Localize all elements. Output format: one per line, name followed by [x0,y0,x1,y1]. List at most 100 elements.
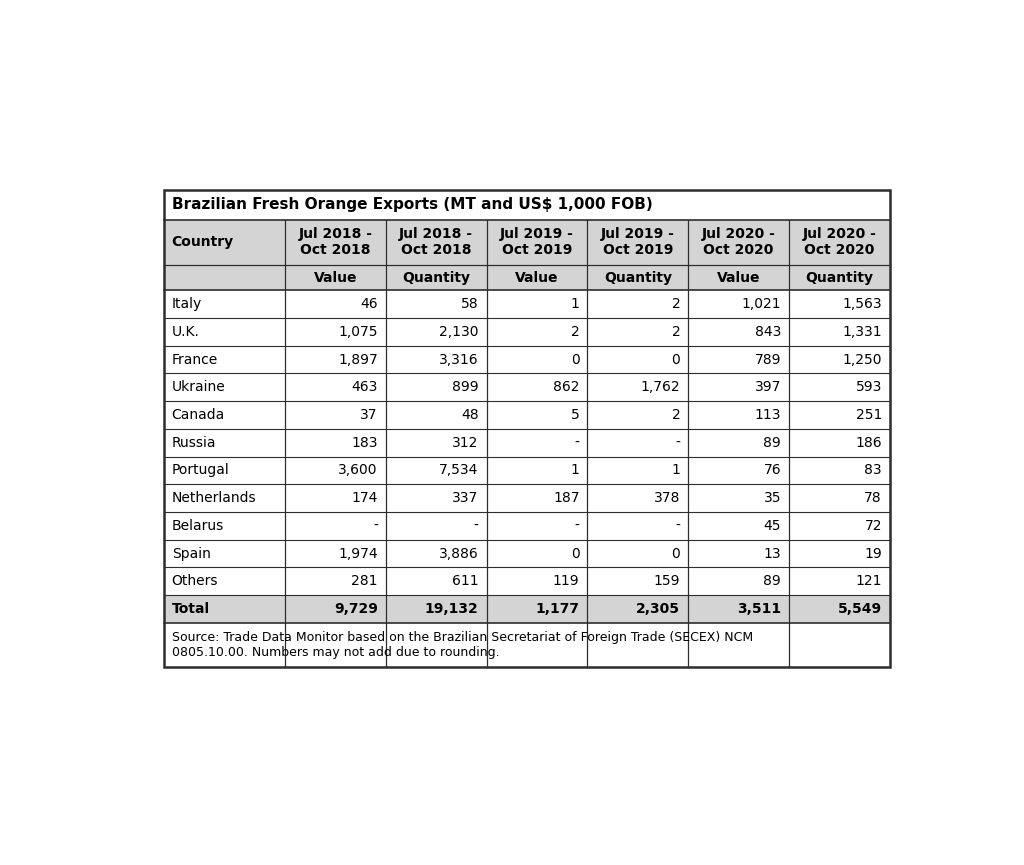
Text: 83: 83 [864,464,882,477]
Text: Jul 2018 -
Oct 2018: Jul 2018 - Oct 2018 [399,227,473,257]
Bar [164,623,890,667]
Text: Quantity: Quantity [402,271,470,285]
Text: 1,331: 1,331 [843,325,882,339]
Text: Source: Trade Data Monitor based on the Brazilian Secretariat of Foreign Trade (: Source: Trade Data Monitor based on the … [172,631,753,659]
Text: 2,130: 2,130 [439,325,478,339]
Text: 0: 0 [672,353,680,367]
Text: Value: Value [515,271,559,285]
Text: 789: 789 [755,353,781,367]
Text: -: - [676,519,680,533]
Text: Portugal: Portugal [172,464,229,477]
Text: -: - [574,519,580,533]
Text: Canada: Canada [172,408,225,422]
Text: 899: 899 [452,381,478,394]
Text: 5,549: 5,549 [838,602,882,616]
Text: U.K.: U.K. [172,325,200,339]
Text: 89: 89 [763,436,781,450]
Bar [164,346,890,374]
Text: 2: 2 [672,298,680,311]
Bar [164,374,890,401]
Text: Brazilian Fresh Orange Exports (MT and US$ 1,000 FOB): Brazilian Fresh Orange Exports (MT and U… [172,197,652,213]
Text: Value: Value [313,271,357,285]
Text: 89: 89 [763,574,781,588]
Text: Italy: Italy [172,298,202,311]
Text: -: - [574,436,580,450]
Text: 159: 159 [653,574,680,588]
Text: 58: 58 [461,298,478,311]
Text: France: France [172,353,218,367]
Text: 1,897: 1,897 [338,353,378,367]
Text: 1: 1 [672,464,680,477]
Text: 186: 186 [855,436,882,450]
Text: Ukraine: Ukraine [172,381,225,394]
Text: Jul 2019 -
Oct 2019: Jul 2019 - Oct 2019 [500,227,574,257]
Text: 174: 174 [351,491,378,505]
Text: Belarus: Belarus [172,519,224,533]
Text: Quantity: Quantity [604,271,672,285]
Text: Country: Country [172,235,233,249]
Text: 463: 463 [351,381,378,394]
Text: Quantity: Quantity [806,271,873,285]
Text: 2,305: 2,305 [636,602,680,616]
Bar [164,512,890,540]
Text: Russia: Russia [172,436,216,450]
Bar [164,429,890,457]
Text: 1,974: 1,974 [338,547,378,561]
Text: 1: 1 [570,298,580,311]
Text: 1,177: 1,177 [536,602,580,616]
Text: 183: 183 [351,436,378,450]
Bar [164,190,890,667]
Text: 2: 2 [570,325,580,339]
Text: 312: 312 [453,436,478,450]
Bar [164,457,890,484]
Text: Jul 2019 -
Oct 2019: Jul 2019 - Oct 2019 [601,227,675,257]
Text: Others: Others [172,574,218,588]
Bar [164,291,890,318]
Text: 3,600: 3,600 [338,464,378,477]
Text: 37: 37 [360,408,378,422]
Text: 0: 0 [672,547,680,561]
Bar [164,567,890,595]
Text: 5: 5 [570,408,580,422]
Text: 119: 119 [553,574,580,588]
Text: -: - [474,519,478,533]
Text: 1: 1 [570,464,580,477]
Text: 862: 862 [553,381,580,394]
Bar [164,540,890,567]
Bar [164,484,890,512]
Text: 19,132: 19,132 [425,602,478,616]
Text: 45: 45 [764,519,781,533]
Text: 3,511: 3,511 [737,602,781,616]
Text: 1,021: 1,021 [741,298,781,311]
Text: 121: 121 [855,574,882,588]
Bar [164,220,890,265]
Text: 113: 113 [755,408,781,422]
Text: 13: 13 [764,547,781,561]
Text: 187: 187 [553,491,580,505]
Text: 1,250: 1,250 [843,353,882,367]
Text: 76: 76 [764,464,781,477]
Text: Spain: Spain [172,547,211,561]
Text: 7,534: 7,534 [439,464,478,477]
Text: -: - [676,436,680,450]
Bar [164,265,890,291]
Text: 1,075: 1,075 [338,325,378,339]
Text: Jul 2018 -
Oct 2018: Jul 2018 - Oct 2018 [298,227,373,257]
Text: 397: 397 [755,381,781,394]
Bar [164,595,890,623]
Text: 281: 281 [351,574,378,588]
Text: 72: 72 [864,519,882,533]
Text: 1,563: 1,563 [843,298,882,311]
Text: 2: 2 [672,408,680,422]
Text: Netherlands: Netherlands [172,491,256,505]
Text: 35: 35 [764,491,781,505]
Text: 0: 0 [570,547,580,561]
Text: Value: Value [717,271,761,285]
Text: 0: 0 [570,353,580,367]
Text: Jul 2020 -
Oct 2020: Jul 2020 - Oct 2020 [803,227,877,257]
Text: 843: 843 [755,325,781,339]
Text: 78: 78 [864,491,882,505]
Text: 378: 378 [654,491,680,505]
Bar [164,401,890,429]
Text: 2: 2 [672,325,680,339]
